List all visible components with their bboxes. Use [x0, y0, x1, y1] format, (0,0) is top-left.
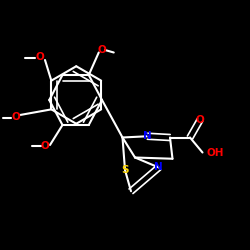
Text: O: O — [40, 141, 50, 151]
Text: N: N — [143, 131, 152, 141]
Text: S: S — [121, 165, 129, 175]
Text: OH: OH — [206, 148, 224, 158]
Text: O: O — [98, 45, 106, 55]
Text: O: O — [12, 112, 20, 122]
Text: O: O — [196, 115, 204, 125]
Text: O: O — [36, 52, 44, 62]
Text: N: N — [154, 162, 163, 172]
